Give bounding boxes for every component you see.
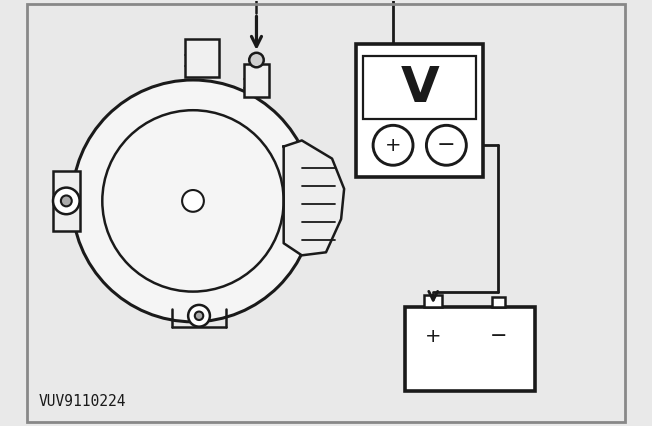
Bar [356, 44, 483, 177]
Bar [405, 307, 535, 391]
Circle shape [188, 305, 210, 327]
Text: VUV9110224: VUV9110224 [39, 394, 126, 409]
Bar [424, 295, 442, 307]
Text: V: V [400, 63, 439, 112]
Text: +: + [425, 327, 441, 346]
Polygon shape [284, 141, 344, 255]
Bar [363, 56, 476, 119]
Bar [492, 297, 505, 307]
Circle shape [249, 53, 263, 67]
Text: −: − [490, 326, 507, 346]
Circle shape [195, 311, 203, 320]
Circle shape [182, 190, 204, 212]
Circle shape [373, 125, 413, 165]
Circle shape [53, 187, 80, 214]
Text: +: + [385, 136, 401, 155]
Circle shape [61, 196, 72, 206]
Text: −: − [437, 135, 456, 155]
Circle shape [426, 125, 466, 165]
Circle shape [72, 80, 314, 322]
Bar [185, 40, 218, 77]
Bar [53, 171, 80, 231]
Bar [244, 63, 269, 97]
